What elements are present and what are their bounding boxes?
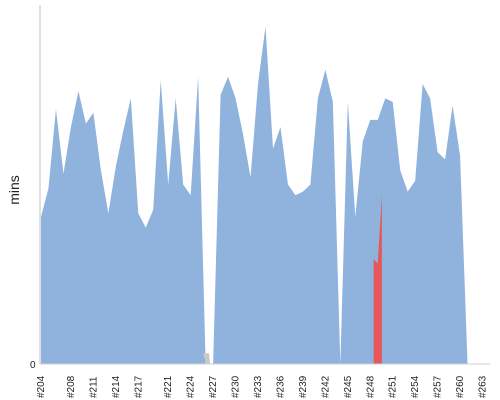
x-tick-label: #242: [320, 375, 331, 398]
y-tick-label: 0: [30, 360, 36, 371]
x-tick-label: #208: [66, 375, 77, 398]
x-tick-label: #217: [133, 375, 144, 398]
x-tick-label: #251: [388, 375, 399, 398]
x-tick-label: #263: [478, 375, 489, 398]
x-tick-label: #224: [186, 375, 197, 398]
x-tick-label: #230: [231, 375, 242, 398]
x-tick-label: #221: [163, 375, 174, 398]
x-tick-label: #245: [343, 375, 354, 398]
x-tick-label: #260: [455, 375, 466, 398]
x-tick-label: #236: [275, 375, 286, 398]
gap-marker: [203, 353, 211, 364]
x-tick-label: #248: [365, 375, 376, 398]
x-tick-label: #227: [208, 375, 219, 398]
x-tick-label: #233: [253, 375, 264, 398]
x-tick-label: #254: [410, 375, 421, 398]
area-series: [41, 26, 490, 364]
x-tick-label: #257: [433, 375, 444, 398]
highlight-region: [373, 194, 382, 364]
x-tick-label: #239: [298, 375, 309, 398]
x-tick-label: #204: [36, 375, 47, 398]
x-tick-label: #214: [111, 375, 122, 398]
x-tick-label: #211: [88, 376, 99, 398]
